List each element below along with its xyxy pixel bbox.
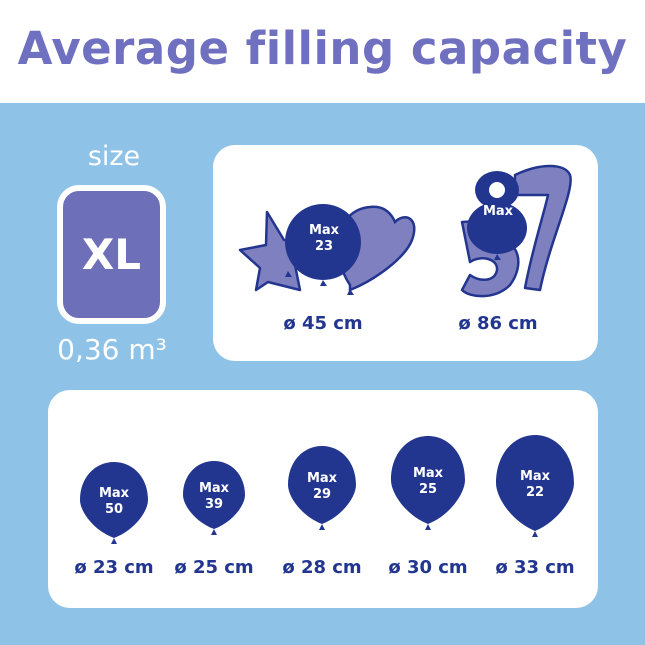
max-label: Max [98, 486, 130, 501]
header-band [0, 0, 645, 103]
foil-max-1: Max 23 [269, 223, 379, 255]
max-label: Max [308, 223, 340, 238]
latex-balloon-icon [80, 462, 148, 544]
max-label: Max [482, 204, 514, 219]
latex-diameter: ø 23 cm [74, 557, 154, 578]
foil-diameter-2: ø 86 cm [458, 313, 538, 334]
max-label: Max [412, 466, 444, 481]
max-value: 29 [312, 487, 332, 502]
latex-balloon-icon [496, 435, 574, 537]
latex-max: Max 50 [59, 486, 169, 518]
latex-max: Max 29 [267, 471, 377, 503]
page-title: Average filling capacity [17, 22, 628, 75]
foil-diameter-1: ø 45 cm [283, 313, 363, 334]
size-badge: XL [57, 185, 166, 324]
max-value: 23 [314, 239, 334, 254]
latex-diameter: ø 25 cm [174, 557, 254, 578]
max-label: Max [198, 481, 230, 496]
max-value: 22 [525, 485, 545, 500]
number-balloons-icon [460, 164, 572, 298]
latex-max: Max 39 [159, 481, 269, 513]
max-value: 39 [204, 497, 224, 512]
latex-balloon-icon [391, 436, 465, 530]
round-foil-balloon-icon [285, 204, 361, 286]
latex-diameter: ø 30 cm [388, 557, 468, 578]
latex-max: Max 25 [373, 466, 483, 498]
volume-label: 0,36 m³ [57, 333, 167, 366]
max-value: 8 [493, 220, 503, 235]
size-label: size [87, 141, 141, 172]
latex-max: Max 22 [480, 469, 590, 501]
max-value: 50 [104, 502, 124, 517]
foil-max-2: Max 8 [443, 204, 553, 236]
latex-balloon-icon [183, 461, 245, 535]
max-value: 25 [418, 482, 438, 497]
latex-balloons [80, 435, 574, 544]
latex-diameter: ø 33 cm [495, 557, 575, 578]
max-label: Max [519, 469, 551, 484]
latex-balloon-icon [288, 446, 356, 530]
max-label: Max [306, 471, 338, 486]
latex-diameter: ø 28 cm [282, 557, 362, 578]
